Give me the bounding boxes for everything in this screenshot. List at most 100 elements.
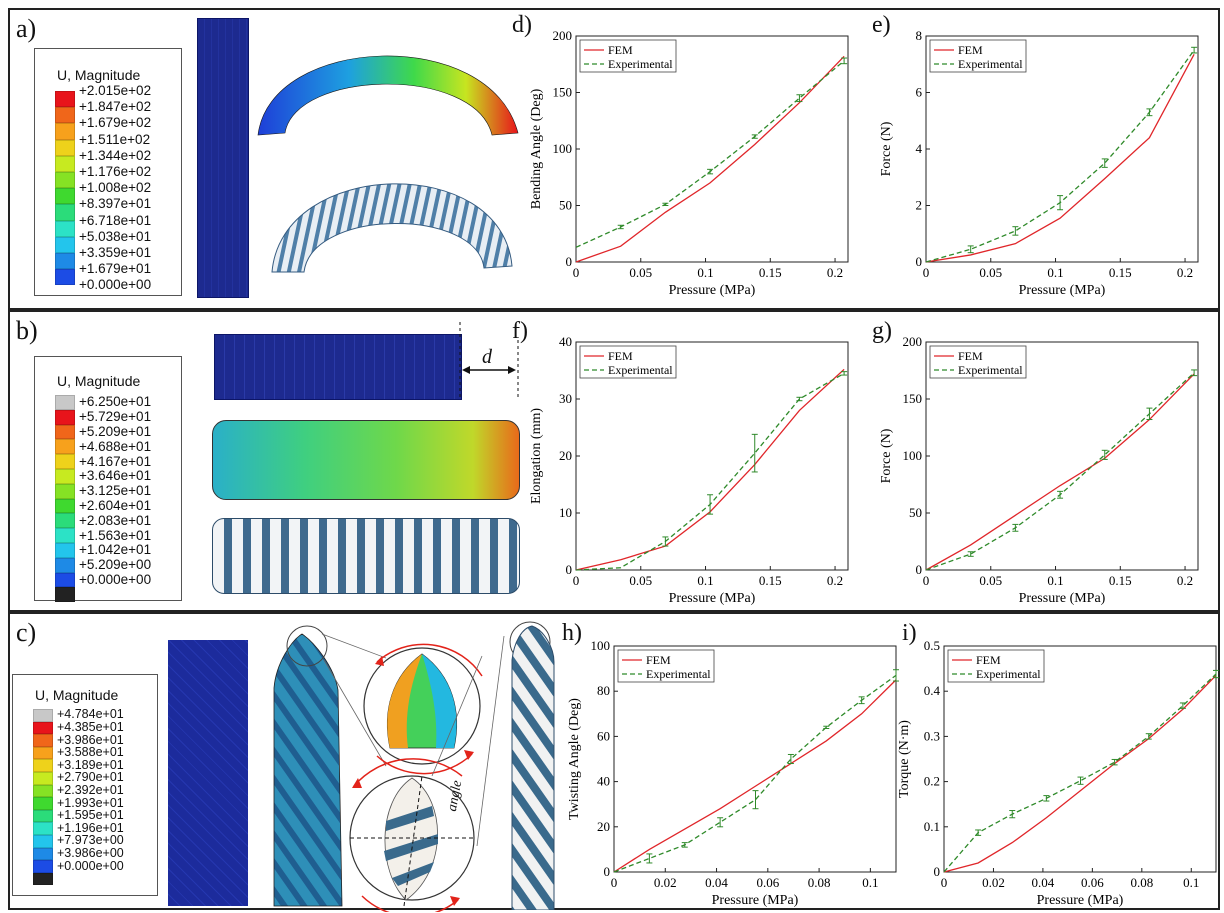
y-tick-label: 6	[916, 85, 923, 100]
legend-value: +1.511e+02	[79, 131, 151, 147]
legend-swatch	[33, 709, 53, 722]
legend-entry: FEM	[958, 349, 983, 363]
y-tick-label: 0	[604, 864, 611, 879]
legend-value: +1.344e+02	[79, 147, 152, 163]
y-tick-label: 50	[559, 198, 572, 213]
x-tick-label: 0.08	[808, 875, 831, 890]
legend-value: +3.986e+01	[57, 732, 124, 747]
legend-value: +8.397e+01	[79, 196, 152, 212]
legend-swatch	[55, 139, 75, 156]
panel-label-g: g)	[872, 318, 892, 344]
y-tick-label: 40	[559, 334, 572, 349]
twist-detail-circles	[286, 625, 505, 912]
legend-swatch	[33, 759, 53, 772]
x-tick-label: 0.05	[979, 265, 1002, 280]
legend-swatch	[33, 772, 53, 785]
x-tick-label: 0.05	[979, 573, 1002, 588]
legend-value: +2.392e+01	[57, 782, 124, 797]
legend-swatch	[55, 439, 75, 455]
legend-swatch	[33, 809, 53, 823]
fem-series-line	[575, 55, 845, 263]
x-tick-label: 0	[941, 875, 948, 890]
fem-series-line	[613, 679, 897, 873]
x-axis-label: Pressure (MPa)	[1037, 893, 1124, 908]
legend-value: +1.847e+02	[79, 99, 152, 115]
legend-value: +5.209e+01	[79, 424, 152, 439]
legend-value: +5.209e+00	[79, 557, 152, 573]
x-axis-label: Pressure (MPa)	[1019, 283, 1106, 298]
x-tick-label: 0.1	[862, 875, 878, 890]
chart-elongation-force: 0 0.05 0.1 0.15 0.2 0 50 100 150 200 Pressure (MPa…	[879, 334, 1199, 606]
legend-value: +5.038e+01	[79, 228, 152, 244]
legend-value: +3.189e+01	[57, 757, 124, 772]
legend-title: U, Magnitude	[57, 67, 141, 83]
fem-series-line	[943, 674, 1217, 873]
x-tick-label: 0	[573, 265, 580, 280]
x-tick-label: 0.2	[1177, 573, 1193, 588]
legend-value: +0.000e+00	[57, 858, 124, 873]
legend-value: +7.973e+00	[57, 833, 124, 848]
undeformed-mesh-c	[168, 640, 248, 906]
legend-swatch	[55, 557, 75, 573]
contour-legend-b: U, Magnitude +6.250e+01 +5.729e+01 +5.209e…	[34, 356, 182, 603]
panel-label-a: a)	[16, 14, 37, 43]
legend-value: +1.679e+02	[79, 115, 152, 131]
legend-value: +4.784e+01	[57, 707, 124, 722]
y-tick-label: 0.5	[924, 638, 940, 653]
x-tick-label: 0.2	[827, 265, 843, 280]
legend-title: U, Magnitude	[57, 373, 141, 389]
x-tick-label: 0.05	[629, 265, 652, 280]
chart-legend	[579, 345, 677, 379]
y-tick-label: 0.2	[924, 774, 940, 789]
x-tick-label: 0	[573, 573, 580, 588]
legend-entry: Experimental	[646, 667, 711, 681]
legend-entry: Experimental	[608, 57, 673, 71]
legend-swatch	[33, 746, 53, 760]
legend-entry: FEM	[646, 653, 671, 667]
chart-legend	[929, 39, 1027, 73]
legend-swatch	[33, 721, 53, 735]
legend-value: +0.000e+00	[79, 572, 152, 587]
y-tick-label: 2	[916, 198, 923, 213]
y-tick-label: 10	[559, 505, 572, 520]
x-tick-label: 0.1	[1047, 573, 1063, 588]
legend-value: +2.083e+01	[79, 512, 152, 528]
plot-area	[943, 645, 1217, 873]
legend-swatch	[33, 822, 53, 835]
legend-swatch	[55, 424, 75, 440]
legend-value: +1.008e+02	[79, 180, 152, 196]
x-tick-label: 0.04	[1032, 875, 1055, 890]
undeformed-mesh-b	[214, 334, 462, 400]
legend-value: +1.595e+01	[57, 808, 124, 823]
y-axis-label: Force (N)	[879, 428, 894, 483]
legend-swatch	[55, 543, 75, 558]
legend-swatch	[55, 107, 75, 124]
legend-swatch	[33, 872, 53, 886]
bending-experiment-image	[271, 183, 513, 273]
x-axis-label: Pressure (MPa)	[669, 591, 756, 606]
legend-swatch	[55, 91, 75, 108]
legend-swatch	[55, 513, 75, 529]
y-tick-label: 0.4	[924, 683, 941, 698]
legend-value: +2.604e+01	[79, 498, 152, 513]
legend-entry: Experimental	[608, 363, 673, 377]
plot-area	[575, 35, 849, 263]
experimental-series-line	[613, 674, 897, 873]
y-tick-label: 20	[559, 448, 572, 463]
legend-value: +1.176e+02	[79, 164, 152, 179]
legend-swatch	[55, 236, 75, 253]
legend-value: +6.718e+01	[79, 212, 152, 228]
y-tick-label: 0	[934, 864, 941, 879]
legend-entry: Experimental	[958, 363, 1023, 377]
legend-swatch	[33, 797, 53, 810]
chart-twisting-angle: 0 0.02 0.04 0.06 0.08 0.1 0 20 40 60 80 100 Pressure…	[567, 638, 899, 908]
legend-swatch	[33, 860, 53, 873]
x-tick-label: 0.2	[827, 573, 843, 588]
legend-swatch	[55, 528, 75, 543]
legend-value: +1.679e+01	[79, 261, 152, 277]
chart-legend	[947, 649, 1045, 683]
y-tick-label: 200	[903, 334, 923, 349]
x-tick-label: 0.1	[697, 265, 713, 280]
legend-value: +3.125e+01	[79, 483, 152, 499]
legend-entry: FEM	[608, 349, 633, 363]
